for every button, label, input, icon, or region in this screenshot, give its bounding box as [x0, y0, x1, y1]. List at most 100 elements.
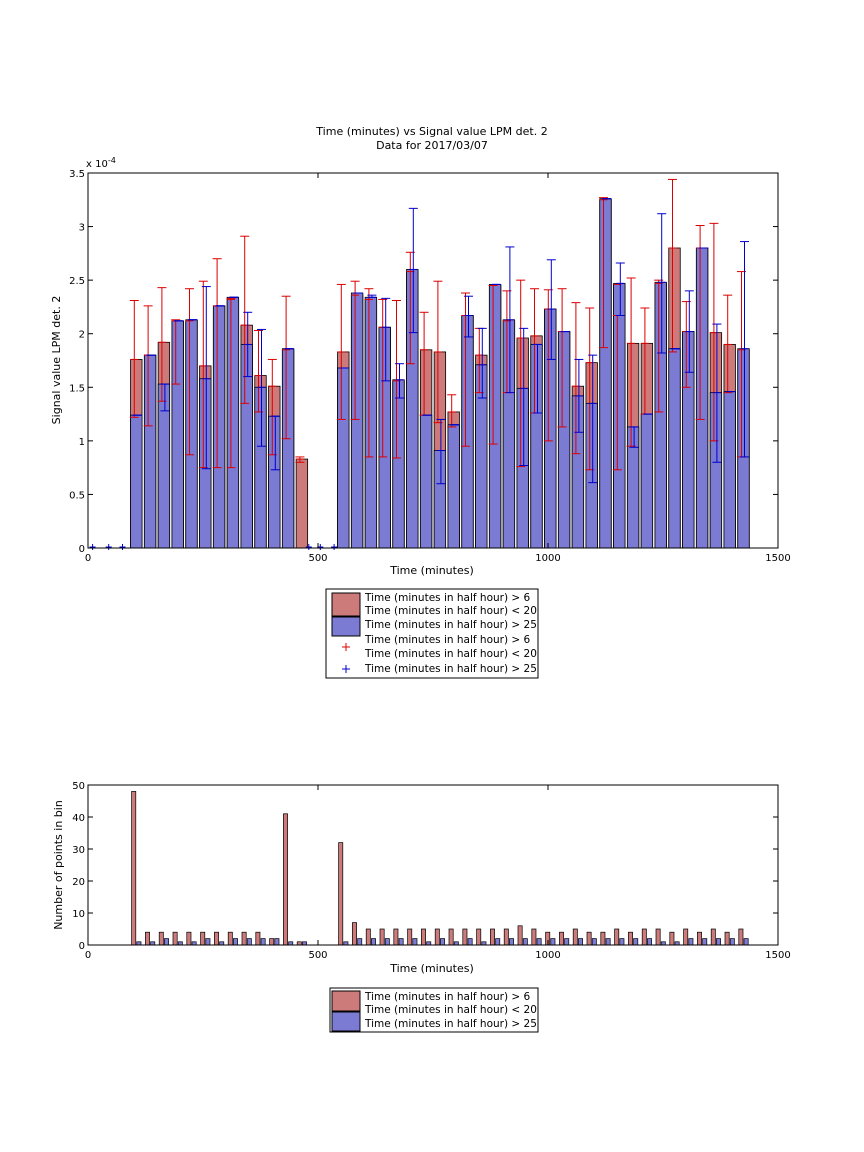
y-tick-label: 40 [72, 813, 85, 824]
count-bar-red [738, 928, 744, 946]
count-bar-red [724, 931, 730, 946]
count-bar-blue [633, 938, 639, 946]
count-bar-red [269, 938, 275, 946]
x-tick-label: 500 [308, 553, 327, 564]
count-bar-red [517, 925, 523, 946]
bar-blue [447, 424, 460, 549]
bar-blue [130, 414, 143, 549]
error-bar-blue [408, 207, 418, 334]
top-y-ticks: 0 0.5 1 1.5 2 2.5 3 3.5 [69, 169, 778, 555]
x-tick-label: 1000 [535, 553, 560, 564]
error-bar-blue [546, 259, 556, 360]
count-bar-blue [743, 938, 749, 946]
bar-blue [488, 284, 502, 549]
error-bar-blue [243, 311, 253, 378]
error-bar-red [723, 294, 733, 394]
count-bar-red [379, 928, 385, 946]
y-tick-label: 1.5 [69, 383, 85, 394]
legend-plus-red [342, 643, 350, 651]
top-axes-box [87, 172, 779, 549]
top-chart: Time (minutes) vs Signal value LPM det. … [50, 125, 791, 577]
count-bar-blue [688, 938, 694, 946]
bar-blue [626, 426, 640, 549]
error-bar-blue [436, 418, 446, 485]
count-bar-blue [522, 938, 528, 946]
x-tick-label: 1000 [535, 950, 560, 961]
bar-blue [613, 282, 626, 549]
top-chart-subtitle: Data for 2017/03/07 [376, 139, 488, 152]
count-bar-blue [357, 938, 363, 946]
bar-blue [654, 281, 667, 549]
error-bar-blue [519, 327, 529, 466]
bottom-x-axis-label: Time (minutes) [389, 962, 474, 975]
error-bar-blue [740, 241, 749, 458]
error-bar-blue [464, 295, 473, 338]
error-bar-red [295, 456, 305, 463]
bar-blue [709, 392, 723, 549]
bar-blue [585, 402, 598, 549]
count-bar-red [669, 931, 675, 946]
bar-blue [544, 308, 557, 549]
error-bar-blue [712, 323, 722, 463]
count-bar-red [352, 922, 357, 946]
top-legend-entry-2: Time (minutes in half hour) < 20 [364, 605, 537, 617]
error-bar-blue [201, 286, 211, 470]
error-bar-blue [615, 262, 625, 316]
top-legend-entry-4: Time (minutes in half hour) > 6 [364, 634, 531, 646]
bar-blue [571, 395, 585, 549]
error-bar-red [350, 280, 360, 420]
bottom-axes-box [87, 784, 779, 946]
count-bar-red [393, 928, 399, 946]
count-bar-blue [440, 938, 445, 946]
zero-marker [305, 544, 312, 550]
bar-blue [433, 450, 447, 549]
bar-blue [406, 269, 419, 549]
count-bar-blue [260, 938, 266, 946]
error-bar-red [488, 285, 498, 445]
bar-blue [281, 348, 295, 549]
error-bar-red [226, 297, 236, 469]
top-legend-box [325, 588, 539, 679]
count-bar-red [614, 928, 620, 946]
count-bar-red [241, 931, 247, 946]
y-tick-label: 1 [79, 437, 85, 448]
bar-blue [185, 319, 198, 549]
error-bar-blue [505, 246, 515, 394]
error-bar-red [185, 288, 194, 456]
count-bar-blue [412, 938, 418, 946]
top-chart-exponent: x 10-4 [86, 156, 116, 170]
y-tick-label: 10 [72, 909, 85, 920]
bar-blue [530, 344, 543, 549]
count-bar-blue [233, 938, 238, 946]
count-bar-red [586, 931, 592, 946]
count-bar-blue [274, 938, 280, 946]
x-tick-label: 0 [85, 553, 91, 564]
error-bar-blue [657, 213, 667, 354]
count-bar-red [158, 931, 164, 946]
count-bar-red [214, 931, 219, 946]
top-chart-title: Time (minutes) vs Signal value LPM det. … [315, 125, 547, 138]
count-bar-blue [550, 938, 556, 946]
top-x-ticks: 0 500 1000 1500 [85, 173, 791, 564]
y-tick-label: 2.5 [69, 276, 85, 287]
bar-blue [516, 387, 529, 549]
error-bar-red [129, 300, 139, 418]
count-bar-blue [716, 938, 721, 946]
count-bar-red [407, 928, 413, 946]
count-bar-red [365, 928, 371, 946]
count-bar-blue [205, 938, 211, 946]
y-tick-label: 0.5 [69, 490, 85, 501]
bar-blue [199, 378, 212, 549]
count-bar-red [559, 931, 564, 946]
count-bar-red [490, 928, 495, 946]
count-bar-red [131, 791, 137, 946]
x-tick-label: 1500 [765, 950, 790, 961]
top-legend-entry-5: Time (minutes in half hour) < 20 [364, 648, 537, 660]
exponent-base: x 10 [86, 159, 108, 170]
bar-red [295, 458, 309, 549]
count-bar-red [462, 928, 468, 946]
count-bar-red [476, 928, 482, 946]
y-tick-label: 30 [72, 845, 85, 856]
